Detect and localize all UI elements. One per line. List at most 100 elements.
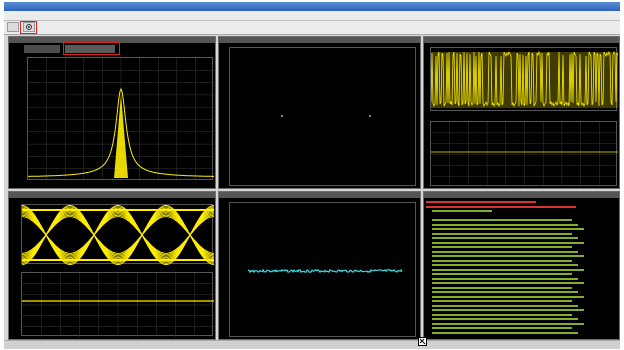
terminal-line	[426, 259, 617, 264]
terminal-line-text	[432, 210, 492, 212]
trace-panel	[218, 191, 421, 340]
terminal-line-text	[432, 232, 572, 235]
terminal-line-text	[432, 300, 572, 302]
constellation-chart	[281, 115, 371, 117]
title-bar	[4, 2, 620, 11]
terminal-line	[426, 317, 617, 322]
terminal-line-text	[432, 219, 572, 221]
terminal-line	[426, 245, 617, 250]
terminal-panel-header	[424, 192, 619, 198]
constellation-point	[281, 115, 283, 117]
trace-panel-header	[219, 192, 420, 198]
cursor-glyph	[419, 338, 426, 345]
terminal-line	[426, 254, 617, 259]
spectrum-chart	[28, 58, 214, 181]
waveform-chart	[431, 50, 618, 108]
terminal-line	[426, 304, 617, 309]
terminal-line-text	[426, 205, 576, 208]
cursor-icon	[418, 337, 427, 346]
menu-item-2[interactable]	[24, 13, 36, 18]
spectrum-trace	[28, 87, 214, 177]
waveform-trace	[431, 50, 618, 108]
terminal-line-text	[432, 223, 578, 226]
tab-spectrum-1[interactable]	[24, 45, 60, 53]
waveform-lower-chart	[431, 122, 618, 187]
terminal-line-text	[432, 273, 572, 275]
tab-highlight-box	[63, 42, 120, 55]
terminal-line	[426, 277, 617, 282]
terminal-line-text	[432, 309, 584, 311]
menu-item-6[interactable]	[116, 13, 128, 18]
terminal-line	[426, 272, 617, 277]
terminal-line	[426, 263, 617, 268]
terminal-line-text	[432, 327, 572, 329]
terminal-line	[426, 200, 617, 205]
terminal-output	[426, 200, 617, 337]
status-bar	[4, 340, 620, 349]
trace-chart	[247, 268, 403, 274]
tab-spectrum-2[interactable]	[65, 45, 115, 53]
terminal-line-text	[432, 331, 578, 334]
terminal-line-text	[432, 313, 572, 316]
terminal-line-text	[432, 250, 578, 253]
spectrum-panel	[8, 36, 216, 189]
waveform-panel	[423, 36, 620, 189]
terminal-line-text	[432, 318, 578, 320]
terminal-line	[426, 295, 617, 300]
constellation-point	[369, 115, 371, 117]
eye-diagram-plot	[21, 204, 214, 265]
terminal-line	[426, 290, 617, 295]
terminal-line	[426, 232, 617, 237]
eye-panel-header	[9, 192, 215, 198]
eye-trace	[22, 216, 71, 254]
constellation-panel	[218, 36, 421, 189]
toolbar-button-1[interactable]	[7, 22, 19, 32]
terminal-line-text	[432, 255, 584, 257]
terminal-line-text	[432, 304, 578, 307]
terminal-line-text	[432, 282, 584, 284]
eye-diagram-chart	[22, 205, 214, 265]
circle-tool-button[interactable]	[23, 22, 35, 32]
terminal-line-text	[432, 286, 572, 289]
eye-trace	[117, 216, 167, 254]
terminal-panel	[423, 191, 620, 340]
eye-lower-chart	[22, 273, 214, 337]
terminal-line	[426, 281, 617, 286]
terminal-line-text	[432, 259, 572, 262]
terminal-line-text	[432, 277, 578, 280]
terminal-line-text	[426, 201, 536, 203]
waveform-panel-header	[424, 37, 619, 43]
terminal-line	[426, 326, 617, 331]
menu-item-4[interactable]	[76, 13, 92, 18]
terminal-line-text	[432, 241, 584, 244]
trace-plot	[229, 202, 416, 337]
spectrum-peak	[114, 94, 128, 178]
terminal-line	[426, 286, 617, 291]
terminal-line	[426, 205, 617, 210]
terminal-line	[426, 313, 617, 318]
menu-bar	[4, 11, 620, 21]
terminal-line	[426, 322, 617, 327]
eye-trace	[69, 216, 119, 254]
terminal-line	[426, 299, 617, 304]
toolbar	[4, 21, 620, 35]
terminal-line	[426, 250, 617, 255]
terminal-line	[426, 268, 617, 273]
terminal-line	[426, 331, 617, 336]
menu-item-3[interactable]	[52, 13, 66, 18]
constellation-plot	[229, 47, 416, 186]
spectrum-plot	[27, 57, 214, 181]
menu-item-1[interactable]	[10, 13, 20, 18]
terminal-line-text	[432, 268, 584, 271]
terminal-line	[426, 209, 617, 214]
application-window	[4, 2, 620, 349]
eye-diagram-panel	[8, 191, 216, 340]
spectrum-panel-header	[9, 37, 215, 43]
cyan-trace	[247, 268, 403, 274]
terminal-line-text	[432, 237, 578, 239]
terminal-line	[426, 227, 617, 232]
waveform-plot	[430, 47, 618, 111]
highlight-box	[20, 21, 37, 34]
menu-item-5[interactable]	[100, 13, 110, 18]
terminal-line	[426, 223, 617, 228]
